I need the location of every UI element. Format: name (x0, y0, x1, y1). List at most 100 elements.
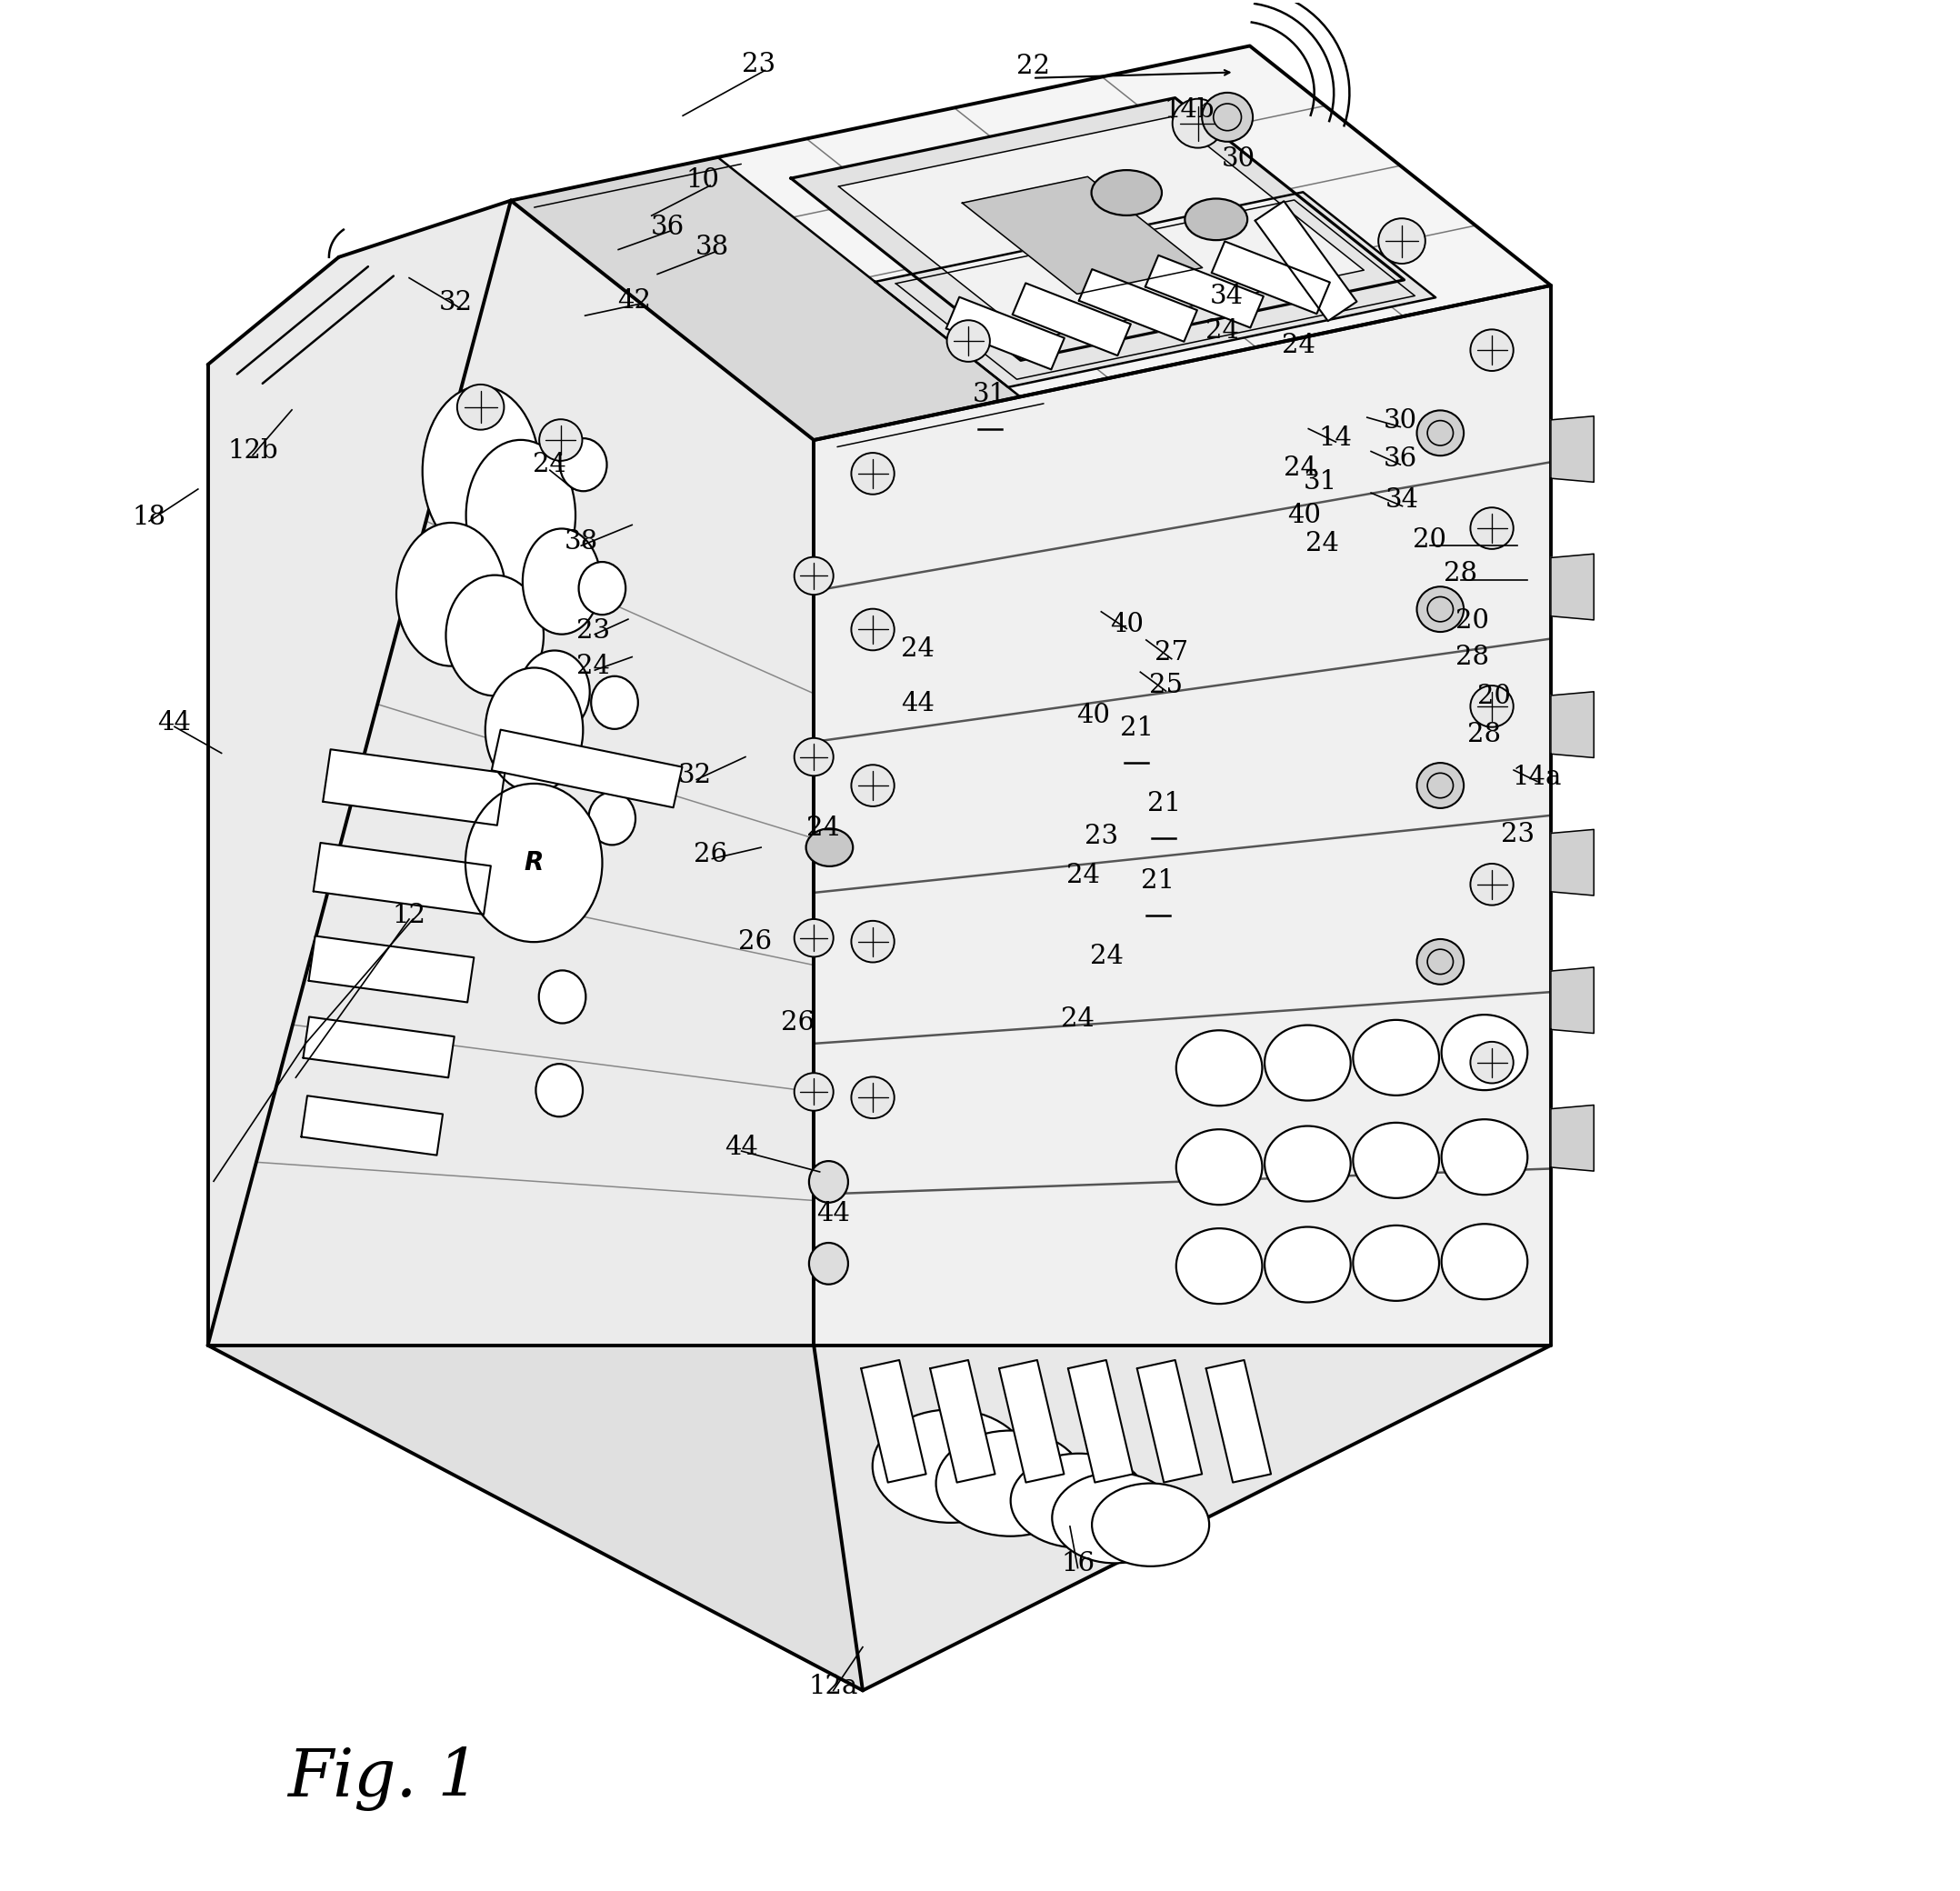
Polygon shape (323, 749, 506, 824)
Text: 14a: 14a (1513, 766, 1562, 790)
Text: 34: 34 (1209, 284, 1243, 310)
Circle shape (1427, 949, 1452, 974)
Ellipse shape (1092, 170, 1162, 216)
Text: Fig. 1: Fig. 1 (288, 1747, 480, 1812)
Circle shape (1201, 93, 1252, 142)
Circle shape (539, 420, 582, 461)
Ellipse shape (1186, 199, 1247, 240)
Text: 40: 40 (1076, 703, 1109, 728)
Text: 24: 24 (1205, 318, 1239, 344)
Text: 44: 44 (817, 1201, 851, 1225)
Ellipse shape (1264, 1025, 1350, 1101)
Text: 34: 34 (1386, 488, 1419, 512)
Polygon shape (208, 200, 813, 1345)
Text: 24: 24 (1284, 456, 1317, 480)
Ellipse shape (396, 522, 506, 666)
Text: 16: 16 (1060, 1551, 1094, 1577)
Polygon shape (1078, 269, 1198, 342)
Circle shape (1427, 773, 1452, 798)
Ellipse shape (445, 575, 543, 696)
Ellipse shape (809, 1242, 849, 1284)
Polygon shape (314, 843, 490, 915)
Text: 24: 24 (1066, 862, 1100, 889)
Ellipse shape (1352, 1123, 1439, 1199)
Ellipse shape (1011, 1454, 1147, 1547)
Text: 21: 21 (1147, 790, 1180, 817)
Text: 23: 23 (1501, 821, 1535, 847)
Circle shape (851, 452, 894, 494)
Polygon shape (492, 730, 682, 807)
Text: 20: 20 (1478, 685, 1511, 709)
Text: 25: 25 (1149, 673, 1182, 698)
Polygon shape (1145, 255, 1264, 327)
Circle shape (1417, 762, 1464, 807)
Text: 14: 14 (1319, 425, 1352, 450)
Ellipse shape (937, 1431, 1084, 1535)
Text: 24: 24 (1282, 333, 1315, 359)
Polygon shape (1550, 830, 1593, 896)
Text: 12b: 12b (227, 439, 278, 463)
Polygon shape (512, 45, 1550, 441)
Text: 24: 24 (1060, 1006, 1094, 1032)
Text: 21: 21 (1119, 717, 1152, 741)
Polygon shape (1211, 242, 1331, 314)
Ellipse shape (1176, 1229, 1262, 1303)
Text: 27: 27 (1154, 641, 1188, 666)
Text: 23: 23 (1084, 823, 1117, 849)
Polygon shape (1550, 554, 1593, 620)
Text: 32: 32 (439, 289, 472, 316)
Ellipse shape (539, 970, 586, 1023)
Text: 20: 20 (1413, 528, 1446, 552)
Ellipse shape (1352, 1019, 1439, 1095)
Text: 31: 31 (1303, 469, 1337, 494)
Polygon shape (1550, 968, 1593, 1032)
Text: 23: 23 (576, 618, 610, 643)
Text: 21: 21 (1141, 868, 1174, 894)
Polygon shape (792, 98, 1403, 361)
Circle shape (1213, 104, 1241, 130)
Ellipse shape (806, 828, 853, 866)
Ellipse shape (1441, 1223, 1527, 1299)
Polygon shape (512, 157, 1021, 441)
Polygon shape (813, 1345, 1550, 1691)
Text: 24: 24 (1090, 944, 1123, 970)
Polygon shape (947, 297, 1064, 369)
Ellipse shape (535, 1065, 582, 1118)
Ellipse shape (539, 876, 586, 928)
Ellipse shape (1441, 1119, 1527, 1195)
Polygon shape (1000, 1360, 1064, 1483)
Polygon shape (839, 117, 1364, 340)
Circle shape (1417, 940, 1464, 985)
Circle shape (794, 737, 833, 775)
Ellipse shape (466, 441, 576, 590)
Polygon shape (931, 1360, 996, 1483)
Circle shape (1172, 98, 1223, 147)
Text: 18: 18 (131, 505, 167, 529)
Polygon shape (962, 176, 1201, 293)
Ellipse shape (1352, 1225, 1439, 1301)
Text: 40: 40 (1288, 503, 1321, 528)
Polygon shape (1068, 1360, 1133, 1483)
Text: 44: 44 (725, 1135, 759, 1159)
Circle shape (1427, 598, 1452, 622)
Circle shape (851, 921, 894, 963)
Text: 12a: 12a (809, 1674, 858, 1700)
Text: 40: 40 (1109, 613, 1143, 637)
Ellipse shape (1176, 1031, 1262, 1106)
Text: 44: 44 (902, 692, 935, 717)
Polygon shape (1205, 1360, 1270, 1483)
Ellipse shape (578, 562, 625, 615)
Circle shape (1427, 420, 1452, 446)
Polygon shape (308, 936, 474, 1002)
Ellipse shape (423, 386, 539, 556)
Ellipse shape (1092, 1483, 1209, 1566)
Circle shape (947, 320, 990, 361)
Text: 10: 10 (686, 166, 719, 193)
Ellipse shape (1176, 1129, 1262, 1205)
Text: 28: 28 (1468, 722, 1501, 747)
Circle shape (794, 558, 833, 594)
Text: 22: 22 (1015, 55, 1051, 79)
Polygon shape (1254, 200, 1356, 321)
Ellipse shape (1264, 1227, 1350, 1303)
Ellipse shape (1441, 1015, 1527, 1091)
